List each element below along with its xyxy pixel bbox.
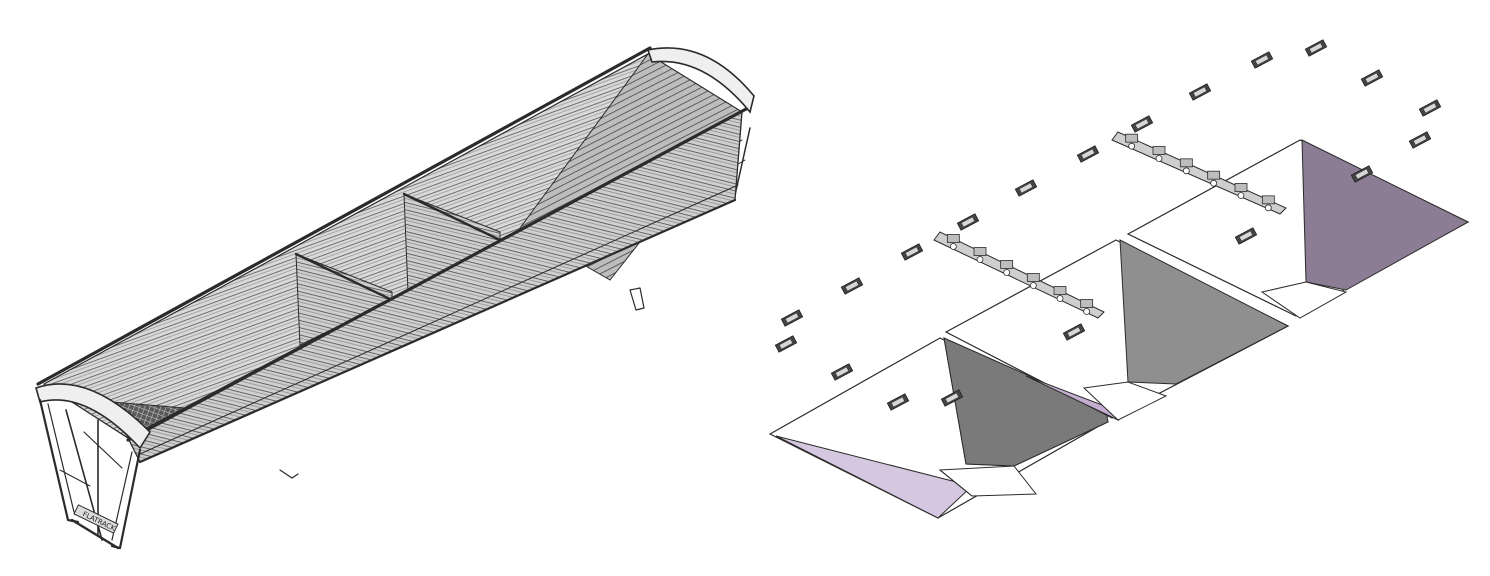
near-bottom-rail (138, 198, 737, 464)
hinge-hole (1003, 269, 1011, 276)
hinge-lug (1261, 195, 1275, 205)
hinge-hole (949, 243, 957, 250)
hinge-lug (973, 247, 987, 256)
clip-part (1408, 131, 1432, 149)
hopper-2-outlet-frame (1082, 381, 1168, 421)
hopper-2 (944, 239, 1290, 422)
hinge-hole (1056, 295, 1064, 302)
hinge-hole (1155, 155, 1163, 162)
clip-part (1360, 69, 1384, 87)
clip-part (1250, 51, 1274, 69)
hinge-bar-1 (933, 231, 1105, 319)
clip-part (1188, 83, 1212, 101)
hinge-hole (1128, 142, 1136, 150)
far-top-rail (36, 46, 652, 386)
clip-part (1062, 323, 1086, 341)
rear-end-cap (646, 47, 755, 114)
exploded-hopper-panels (768, 39, 1470, 519)
bottom-mount-bracket (279, 469, 299, 479)
clip-part (886, 393, 910, 411)
hopper-3 (1126, 139, 1470, 319)
hinge-lug (1207, 170, 1221, 180)
hinge-hole (1083, 308, 1091, 315)
clip-part (1014, 179, 1038, 197)
clip-part (900, 243, 924, 261)
clip-part (1130, 115, 1154, 133)
hinge-hole (976, 256, 984, 263)
hopper-3-outlet-frame (1260, 281, 1348, 319)
hinge-lug (1179, 158, 1193, 168)
partition-top-rail-2 (402, 192, 502, 242)
near-bottom-rail-edge (139, 184, 739, 455)
hopper-2-slope-panel (1119, 239, 1290, 385)
clip-part (1418, 99, 1442, 117)
clip-part (1076, 145, 1100, 163)
side-mount-bracket (629, 287, 645, 311)
clip-part (774, 335, 798, 353)
hopper-1 (768, 337, 1110, 519)
hinge-hole (1237, 192, 1245, 199)
clip-part (940, 389, 964, 407)
hinge-lug (1152, 146, 1166, 155)
hinge-lug (1234, 183, 1248, 192)
hinge-hole (1264, 204, 1272, 212)
hinge-lug (946, 234, 960, 243)
hinge-hole (1210, 179, 1218, 187)
clip-part (956, 213, 980, 231)
clip-part (840, 277, 864, 295)
hinge-bar-2 (1111, 131, 1287, 215)
hinge-lug (1080, 299, 1094, 308)
hinge-hole (1182, 167, 1190, 175)
hinge-lug (1026, 273, 1040, 282)
front-frame-plate (73, 504, 119, 534)
clip-part (1304, 39, 1328, 57)
clip-part (1350, 165, 1374, 183)
front-support-frame: FLATRACK (38, 398, 142, 550)
clip-part (780, 309, 804, 327)
hinge-lug (1000, 260, 1014, 269)
clip-part (1234, 227, 1258, 245)
assembled-trailer-body: FLATRACK (35, 46, 755, 550)
hinge-lug (1125, 133, 1139, 143)
hinge-hole (1029, 282, 1037, 289)
clip-part (830, 363, 854, 381)
hopper-3-slope-panel-purple (1301, 139, 1470, 291)
near-top-rail (126, 106, 750, 442)
mounting-clips (774, 39, 1442, 411)
hinge-lug (1053, 286, 1067, 295)
partition-top-rail-1 (294, 252, 394, 302)
hopper-1-end-panel-lavender (775, 435, 974, 519)
front-end-cap (35, 383, 152, 450)
